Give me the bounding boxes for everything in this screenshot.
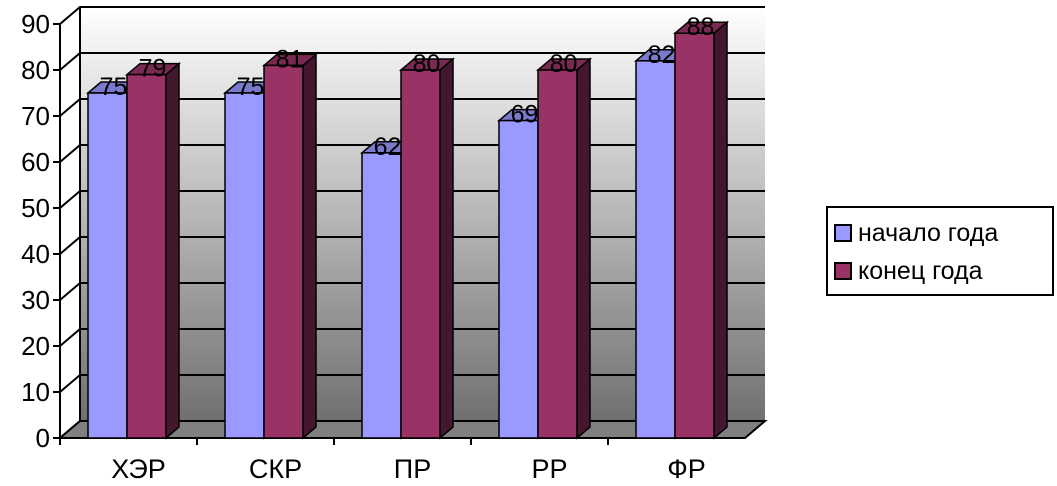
bar-front-face (635, 60, 676, 439)
bar-side-face (439, 57, 454, 440)
legend-item-series-1: начало года (834, 218, 998, 248)
x-category-label: ХЭР (111, 454, 166, 484)
y-axis-tick-labels: 0 10 20 30 40 50 60 70 80 90 (21, 9, 50, 453)
y-tick-label: 80 (21, 55, 50, 85)
legend-swatch-series-1 (834, 224, 852, 242)
bar-front-face (361, 152, 402, 439)
bar-конец года-РР (535, 57, 593, 440)
data-label: 82 (648, 41, 676, 69)
y-tick-label: 90 (21, 9, 50, 39)
bar-front-face (498, 119, 539, 439)
x-axis-category-labels: ХЭР СКР ПР РР ФР (111, 454, 706, 484)
y-tick-label: 30 (21, 285, 50, 315)
bar-конец года-ФР (672, 20, 730, 440)
y-tick-label: 60 (21, 147, 50, 177)
bar-front-face (400, 69, 441, 439)
data-label: 80 (550, 50, 578, 78)
legend-label-series-1: начало года (858, 218, 999, 247)
data-label: 88 (687, 13, 715, 41)
bar-конец года-ХЭР (124, 61, 182, 440)
data-label: 79 (139, 55, 167, 83)
bar-side-face (165, 61, 180, 440)
bar-front-face (263, 64, 304, 439)
y-tick-label: 0 (36, 423, 50, 453)
bar-конец года-ПР (398, 57, 456, 440)
data-label: 80 (413, 50, 441, 78)
legend: начало года конец года (826, 206, 1054, 296)
bar-front-face (126, 73, 167, 439)
y-tick-label: 10 (21, 377, 50, 407)
y-tick-label: 20 (21, 331, 50, 361)
data-label: 75 (100, 73, 128, 101)
x-category-label: ПР (394, 454, 431, 484)
y-tick-label: 50 (21, 193, 50, 223)
data-label: 81 (276, 45, 304, 73)
bar-конец года-СКР (261, 52, 319, 440)
legend-label-series-2: конец года (858, 256, 983, 285)
bars (85, 20, 730, 440)
data-label: 69 (511, 101, 539, 129)
legend-swatch-series-2 (834, 262, 852, 280)
y-tick-label: 70 (21, 101, 50, 131)
bar-side-face (302, 52, 317, 440)
bar-front-face (537, 69, 578, 439)
data-label: 75 (237, 73, 265, 101)
data-label: 62 (374, 133, 402, 161)
bar-front-face (224, 92, 265, 439)
x-category-label: ФР (667, 454, 706, 484)
bar-front-face (674, 32, 715, 439)
bar-side-face (576, 57, 591, 440)
legend-item-series-2: конец года (834, 256, 983, 286)
bar-side-face (713, 20, 728, 440)
bar-front-face (87, 92, 128, 439)
data-labels: 75 79 75 81 62 80 69 80 82 88 (100, 13, 715, 161)
y-tick-label: 40 (21, 239, 50, 269)
x-category-label: РР (531, 454, 567, 484)
x-category-label: СКР (249, 454, 302, 484)
